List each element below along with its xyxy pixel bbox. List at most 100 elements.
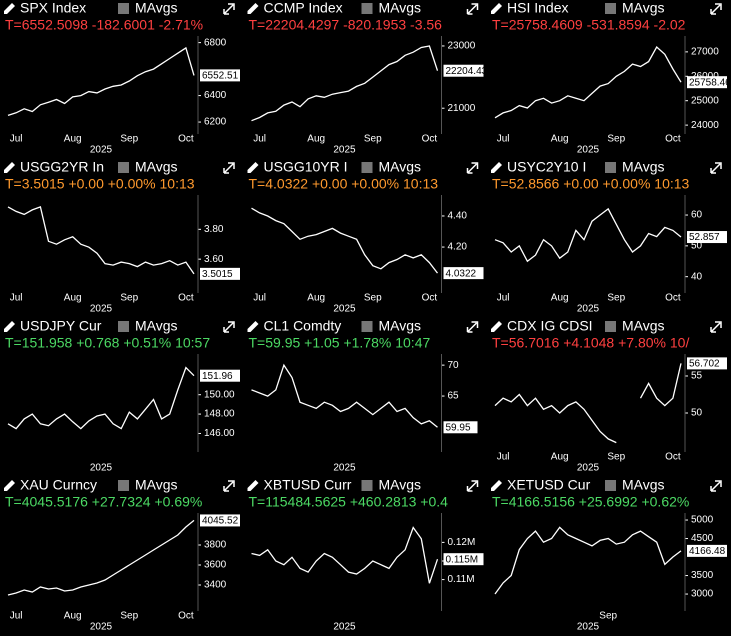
quote-line: T=4045.5176 +27.7324 +0.69% xyxy=(5,494,202,510)
legend-label: MAvgs xyxy=(379,0,422,16)
x-axis-label: 2025 xyxy=(577,304,600,315)
pencil-icon xyxy=(247,3,259,14)
pencil-icon xyxy=(4,480,15,491)
price-line xyxy=(251,45,439,122)
expand-icon[interactable] xyxy=(710,162,722,174)
expand-icon[interactable] xyxy=(223,480,235,492)
y-tick-label: 148.00 xyxy=(204,409,235,420)
panel-title: USGG10YR I xyxy=(264,159,348,175)
x-axis-label: 2025 xyxy=(90,145,113,156)
x-tick-label: Sep xyxy=(120,293,138,304)
last-value-box xyxy=(200,267,240,280)
panel-title: USGG2YR In xyxy=(20,159,104,175)
last-value-label: 6552.51 xyxy=(202,71,239,82)
expand-icon[interactable] xyxy=(223,321,235,333)
expand-icon[interactable] xyxy=(223,162,235,174)
legend-label: MAvgs xyxy=(379,477,422,493)
y-tick-label: 6200 xyxy=(204,117,227,128)
y-tick-label: 3600 xyxy=(204,560,227,571)
last-value-label: 4045.52 xyxy=(202,516,239,527)
last-value-box xyxy=(443,267,484,280)
last-value-box xyxy=(200,369,240,382)
legend-label: MAvgs xyxy=(379,159,422,175)
pencil-icon xyxy=(4,3,15,14)
last-value-label: 4166.48 xyxy=(689,546,726,557)
price-line xyxy=(494,45,682,119)
expand-icon[interactable] xyxy=(466,480,479,492)
price-line xyxy=(251,526,439,584)
x-tick-label: Jul xyxy=(497,293,510,304)
last-value-box xyxy=(443,64,484,77)
x-tick-label: Oct xyxy=(422,293,438,304)
legend-swatch xyxy=(361,3,373,14)
legend-label: MAvgs xyxy=(135,0,178,16)
panel-title: USDJPY Cur xyxy=(20,318,102,334)
expand-icon[interactable] xyxy=(710,321,722,333)
x-tick-label: Jul xyxy=(10,611,23,622)
legend-label: MAvgs xyxy=(379,318,422,334)
x-tick-label: Sep xyxy=(599,611,617,622)
price-line xyxy=(7,46,195,117)
x-tick-label: Sep xyxy=(364,134,382,145)
legend-swatch xyxy=(605,480,616,491)
x-tick-label: Oct xyxy=(665,293,681,304)
x-tick-label: Aug xyxy=(64,611,82,622)
last-value-label: 52.857 xyxy=(689,232,720,243)
x-tick-label: Oct xyxy=(422,134,438,145)
y-tick-label: 3500 xyxy=(691,570,714,581)
legend-swatch xyxy=(118,162,129,173)
y-tick-label: 0.11M xyxy=(448,574,475,585)
expand-icon[interactable] xyxy=(710,480,722,492)
legend-swatch xyxy=(361,321,373,332)
y-tick-label: 3400 xyxy=(204,580,227,591)
y-tick-label: 150.00 xyxy=(204,389,235,400)
pencil-icon xyxy=(491,3,502,14)
pencil-icon xyxy=(4,162,15,173)
panel-title: SPX Index xyxy=(20,0,86,16)
expand-icon[interactable] xyxy=(466,321,479,333)
quote-line: T=56.7016 +4.1048 +7.80% 10/ xyxy=(492,335,689,351)
x-tick-label: Sep xyxy=(607,452,625,463)
pencil-icon xyxy=(491,162,502,173)
y-tick-label: 24000 xyxy=(691,120,719,131)
y-tick-label: 0.12M xyxy=(448,537,476,548)
legend-swatch xyxy=(118,3,129,14)
panel-title: HSI Index xyxy=(507,0,568,16)
x-tick-label: Aug xyxy=(551,134,569,145)
x-axis-label: 2025 xyxy=(90,304,113,315)
x-tick-label: Aug xyxy=(551,293,569,304)
pencil-icon xyxy=(247,321,259,332)
last-value-box xyxy=(687,231,727,244)
legend-swatch xyxy=(605,321,616,332)
last-value-label: 25758.46 xyxy=(689,77,731,88)
last-value-box xyxy=(200,69,240,82)
x-tick-label: Sep xyxy=(120,134,138,145)
x-tick-label: Sep xyxy=(607,134,625,145)
y-tick-label: 5000 xyxy=(691,515,714,526)
expand-icon[interactable] xyxy=(710,3,722,15)
quote-line: T=4166.5156 +25.6992 +0.62% xyxy=(492,494,689,510)
x-axis-label: 2025 xyxy=(577,463,600,474)
panel-title: XETUSD Cur xyxy=(507,477,591,493)
y-tick-label: 4500 xyxy=(691,533,714,544)
expand-icon[interactable] xyxy=(466,162,479,174)
legend-swatch xyxy=(605,162,616,173)
x-axis-label: 2025 xyxy=(577,622,600,633)
y-tick-label: 60 xyxy=(691,210,703,221)
last-value-box xyxy=(687,357,727,370)
x-tick-label: Sep xyxy=(607,293,625,304)
expand-icon[interactable] xyxy=(466,3,479,15)
legend-swatch xyxy=(361,162,373,173)
x-tick-label: Jul xyxy=(497,452,510,463)
expand-icon[interactable] xyxy=(223,3,235,15)
x-tick-label: Aug xyxy=(307,134,325,145)
x-tick-label: Oct xyxy=(178,293,194,304)
y-tick-label: 21000 xyxy=(448,103,476,114)
x-axis-label: 2025 xyxy=(333,622,356,633)
